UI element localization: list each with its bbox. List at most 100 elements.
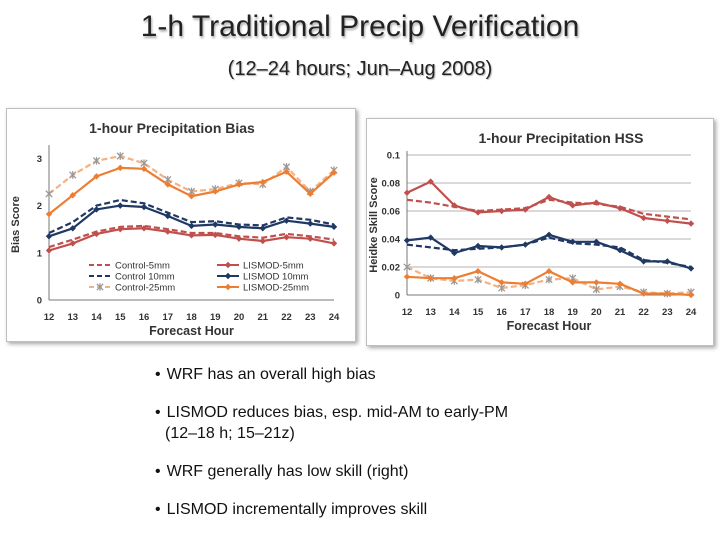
data-point <box>687 291 695 299</box>
data-point <box>474 275 482 284</box>
data-point <box>687 265 695 272</box>
y-tick-label: 3 <box>37 154 42 165</box>
data-point <box>687 220 695 227</box>
y-tick-label: 0 <box>395 291 400 302</box>
bullet-item: • LISMOD reduces bias, esp. mid-AM to ear… <box>155 402 675 444</box>
data-point <box>116 152 124 160</box>
x-tick-label: 22 <box>638 307 649 318</box>
data-point <box>224 283 232 291</box>
data-point <box>93 206 100 213</box>
data-point <box>212 188 219 195</box>
data-point <box>140 203 148 211</box>
data-point <box>545 268 553 275</box>
legend-label: Control 10mm <box>115 272 175 283</box>
x-axis-label: Forecast Hour <box>149 324 234 338</box>
x-tick-label: 14 <box>449 307 460 318</box>
chart-title: 1-hour Precipitation HSS <box>479 130 644 146</box>
data-point <box>545 231 553 238</box>
x-tick-label: 24 <box>686 307 697 318</box>
data-point <box>235 235 243 242</box>
data-point <box>235 181 243 188</box>
hss-chart-panel: 1-hour Precipitation HSS 0 0.02 0.04 0.06 0.0… <box>366 118 714 346</box>
x-axis-label: Forecast Hour <box>507 319 592 333</box>
data-point <box>403 189 411 196</box>
data-point <box>474 242 482 250</box>
data-point <box>164 228 171 235</box>
y-tick-label: 0 <box>37 296 42 307</box>
x-tick-label: 23 <box>662 307 673 318</box>
data-point <box>117 164 124 172</box>
x-tick-label: 20 <box>234 312 245 323</box>
bullet-continuation: (12–18 h; 15–21z) <box>165 425 295 442</box>
chart-title: 1-hour Precipitation Bias <box>89 120 255 136</box>
data-point <box>212 221 219 228</box>
data-point <box>283 234 290 241</box>
data-point <box>224 261 232 269</box>
data-point <box>69 171 77 179</box>
data-point <box>330 240 338 247</box>
x-tick-label: 18 <box>544 307 555 318</box>
data-point <box>259 237 266 245</box>
series-line <box>406 233 692 270</box>
data-point <box>259 225 266 232</box>
data-point <box>451 275 458 282</box>
data-point <box>498 244 505 251</box>
bullet-text: LISMOD incrementally improves skill <box>166 501 428 518</box>
x-tick-label: 19 <box>210 312 221 323</box>
data-point <box>640 214 647 222</box>
y-tick-label: 2 <box>37 201 42 212</box>
data-point <box>307 220 314 227</box>
data-point <box>69 240 76 247</box>
x-tick-label: 17 <box>162 312 173 323</box>
data-point <box>474 268 482 275</box>
data-point <box>498 279 505 286</box>
slide-subtitle: (12–24 hours; Jun–Aug 2008) <box>227 58 493 80</box>
data-point <box>307 235 314 242</box>
data-point <box>545 193 553 201</box>
y-tick-label: 1 <box>37 248 43 259</box>
slide-title: 1-h Traditional Precip Verification <box>140 10 580 43</box>
data-point <box>593 279 600 286</box>
legend-label: LISMOD-5mm <box>243 261 304 272</box>
x-tick-label: 21 <box>257 312 268 323</box>
x-tick-label: 16 <box>496 307 507 318</box>
bullet-glyph: • <box>155 404 161 421</box>
data-point <box>45 190 53 198</box>
data-point <box>403 273 411 280</box>
legend-label: LISMOD 10mm <box>243 272 309 283</box>
data-point <box>664 217 671 224</box>
data-point <box>522 241 529 248</box>
data-point <box>451 249 458 257</box>
series-line <box>406 236 692 269</box>
series-line <box>48 198 335 235</box>
data-point <box>616 247 624 254</box>
data-point <box>140 165 148 173</box>
data-point <box>403 237 411 244</box>
x-tick-label: 22 <box>281 312 292 323</box>
x-tick-label: 21 <box>615 307 626 318</box>
y-tick-label: 0.1 <box>387 151 401 162</box>
data-point <box>427 275 434 282</box>
bullet-text: WRF has an overall high bias <box>166 366 376 383</box>
bullet-list: • WRF has an overall high bias • LISMOD re… <box>155 364 675 537</box>
data-point <box>498 207 505 215</box>
y-tick-label: 0.06 <box>382 207 401 218</box>
bullet-item: • WRF generally has low skill (right) <box>155 461 675 482</box>
data-point <box>427 234 434 241</box>
y-axis-label: Heidke Skill Score <box>368 177 380 272</box>
bullet-glyph: • <box>155 463 161 480</box>
bullet-item: • LISMOD incrementally improves skill <box>155 499 675 520</box>
x-tick-label: 16 <box>139 312 150 323</box>
data-point <box>164 181 171 188</box>
x-tick-label: 12 <box>402 307 413 318</box>
data-point <box>569 238 576 245</box>
data-point <box>283 217 290 224</box>
data-point <box>117 202 124 209</box>
data-point <box>616 280 624 287</box>
y-axis-label: Bias Score <box>10 196 22 253</box>
x-tick-label: 19 <box>567 307 578 318</box>
x-tick-label: 17 <box>520 307 531 318</box>
data-point <box>188 232 195 239</box>
hss-chart: 1-hour Precipitation HSS 0 0.02 0.04 0.06 0.0… <box>368 130 697 333</box>
bias-chart-panel: 1-hour Precipitation Bias 0 1 2 3 12 13 14 15 16 1… <box>6 108 356 342</box>
